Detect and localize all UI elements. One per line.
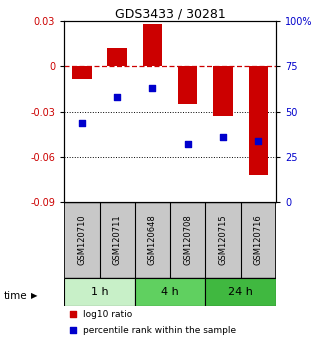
- Point: [70, 312, 75, 317]
- Point: [70, 327, 75, 333]
- Text: GSM120711: GSM120711: [113, 215, 122, 265]
- Text: GSM120715: GSM120715: [219, 215, 228, 265]
- Text: ▶: ▶: [30, 291, 37, 300]
- Bar: [213, 67, 233, 116]
- Bar: [72, 67, 91, 79]
- Point: [79, 120, 84, 125]
- Point: [221, 134, 226, 140]
- Text: GSM120710: GSM120710: [77, 215, 86, 265]
- Bar: [64, 278, 135, 306]
- Point: [185, 142, 190, 147]
- Bar: [143, 24, 162, 67]
- Point: [256, 138, 261, 143]
- Bar: [108, 48, 127, 67]
- Text: 24 h: 24 h: [228, 287, 253, 297]
- Point: [115, 95, 120, 100]
- Bar: [249, 67, 268, 175]
- Text: percentile rank within the sample: percentile rank within the sample: [83, 326, 236, 335]
- Bar: [135, 278, 205, 306]
- Text: GSM120716: GSM120716: [254, 215, 263, 265]
- Text: 1 h: 1 h: [91, 287, 108, 297]
- Text: GSM120648: GSM120648: [148, 215, 157, 265]
- Point: [150, 85, 155, 91]
- Bar: [178, 67, 197, 104]
- Text: 4 h: 4 h: [161, 287, 179, 297]
- Title: GDS3433 / 30281: GDS3433 / 30281: [115, 7, 226, 20]
- Bar: [205, 278, 276, 306]
- Text: log10 ratio: log10 ratio: [83, 310, 133, 319]
- Text: GSM120708: GSM120708: [183, 215, 192, 265]
- Text: time: time: [3, 291, 27, 301]
